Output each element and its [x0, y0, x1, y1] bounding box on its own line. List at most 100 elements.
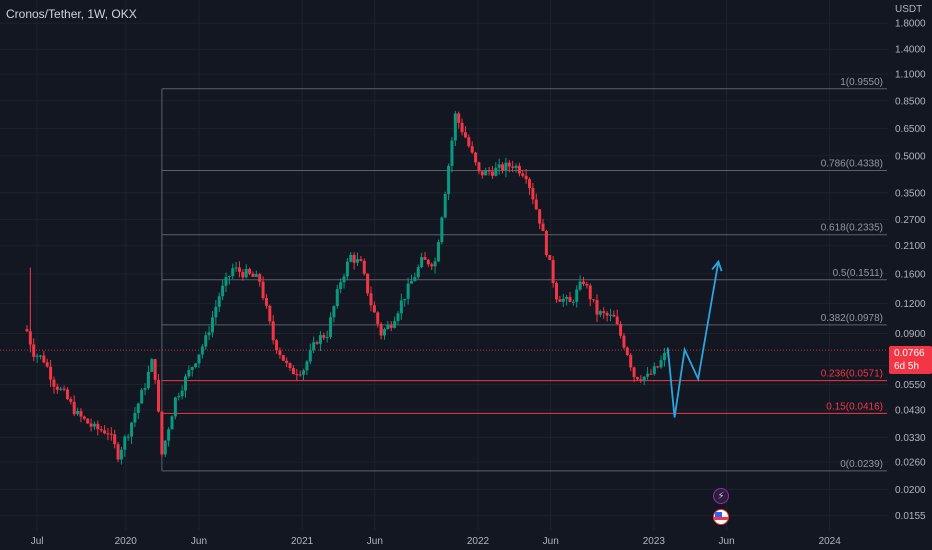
flash-icon[interactable]: ⚡ — [713, 488, 729, 504]
candle-body — [541, 223, 545, 232]
fib-level-label: 0.15(0.0416) — [826, 401, 883, 412]
candle-body — [170, 416, 174, 430]
candle-body — [315, 342, 319, 344]
projection-path[interactable] — [666, 259, 723, 418]
candle-body — [639, 379, 643, 381]
price-tick-label: 0.0900 — [895, 329, 926, 340]
candle-body — [362, 260, 366, 274]
price-tick-label: 0.0430 — [895, 405, 926, 416]
candle-body — [376, 312, 380, 324]
price-tick-label: 0.6500 — [895, 124, 926, 135]
candle-body — [517, 165, 521, 174]
candle-body — [298, 374, 302, 376]
candle-body — [123, 436, 127, 450]
candle-body — [25, 329, 29, 332]
candle-body — [426, 259, 430, 265]
candle-body — [548, 255, 552, 261]
candle-body — [200, 346, 204, 355]
candle-body — [237, 267, 241, 272]
candle-body — [642, 376, 646, 381]
candle-body — [501, 164, 505, 171]
candle-body — [291, 368, 295, 375]
candle-body — [227, 276, 231, 278]
candle-body — [302, 370, 306, 375]
candle-body — [359, 259, 363, 261]
candle-body — [592, 299, 596, 301]
candle-body — [406, 283, 410, 299]
candle-body — [514, 165, 518, 168]
candle-body — [153, 359, 157, 380]
projection-line — [666, 261, 720, 418]
candle-body — [632, 367, 636, 378]
candle-body — [386, 324, 390, 330]
candle-body — [457, 113, 461, 123]
candle-body — [521, 173, 525, 176]
price-tick-label: 1.8000 — [895, 19, 926, 30]
time-tick-label: Jun — [367, 536, 383, 547]
time-tick-label: Jul — [31, 536, 44, 547]
candle-body — [430, 264, 434, 267]
time-tick-label: 2022 — [467, 536, 490, 547]
candle-body — [308, 350, 312, 362]
candle-body — [241, 271, 245, 278]
candle-body — [35, 355, 39, 357]
price-tick-label: 0.0260 — [895, 458, 926, 469]
candle-body — [389, 324, 393, 328]
candle-body — [484, 169, 488, 176]
candle-body — [477, 162, 481, 172]
candle-body — [278, 350, 282, 356]
candle-body — [612, 314, 616, 317]
fib-level-label: 0.786(0.4338) — [821, 159, 883, 170]
last-price-badge: 0.0766 6d 5h — [889, 346, 932, 374]
candle-body — [109, 433, 113, 435]
candle-body — [194, 363, 198, 368]
candle-body — [180, 390, 184, 397]
candle-body — [150, 359, 154, 372]
candle-body — [288, 363, 292, 369]
candle-body — [625, 347, 629, 356]
price-tick-label: 0.0330 — [895, 433, 926, 444]
candle-body — [261, 281, 265, 299]
candle-body — [140, 389, 144, 404]
fibonacci-retracement[interactable]: 1(0.9550) 0.786(0.4338) 0.618(0.2335) 0.5(0… — [161, 77, 887, 472]
candle-body — [119, 449, 123, 460]
candle-body — [318, 335, 322, 344]
candle-body — [167, 429, 171, 441]
candle-body — [254, 274, 258, 277]
candle-body — [494, 167, 498, 176]
candle-body — [531, 187, 535, 200]
candle-body — [72, 401, 76, 415]
candle-body — [52, 379, 56, 387]
candle-body — [305, 361, 309, 371]
candle-body — [528, 179, 532, 188]
candle-body — [234, 267, 238, 269]
price-tick-label: 1.4000 — [895, 45, 926, 56]
fib-level-label: 0(0.0239) — [840, 459, 883, 470]
candle-body — [285, 360, 289, 364]
time-axis[interactable]: Jul 2020 Jun 2021 Jun 2022 Jun 2023 Jun 2024 — [31, 536, 842, 547]
time-tick-label: 2021 — [291, 536, 314, 547]
candle-body — [248, 268, 252, 274]
price-tick-label: 0.0155 — [895, 511, 926, 522]
candle-body — [605, 312, 609, 316]
candle-body — [217, 296, 221, 307]
candle-body — [497, 164, 501, 168]
price-tick-label: 0.8500 — [895, 96, 926, 107]
candle-body — [440, 217, 444, 243]
candle-body — [470, 146, 474, 153]
candlestick-series — [25, 110, 670, 465]
candle-body — [264, 298, 268, 306]
candle-body — [352, 254, 356, 263]
candle-body — [258, 274, 262, 282]
us-flag-icon[interactable] — [713, 509, 729, 525]
candle-body — [207, 332, 211, 336]
candle-body — [184, 376, 188, 391]
candle-body — [116, 444, 120, 460]
candle-body — [534, 199, 538, 210]
candle-body — [82, 416, 86, 419]
price-tick-label: 0.2100 — [895, 241, 926, 252]
symbol-title[interactable]: Cronos/Tether, 1W, OKX — [6, 7, 137, 21]
time-tick-label: Jun — [719, 536, 735, 547]
